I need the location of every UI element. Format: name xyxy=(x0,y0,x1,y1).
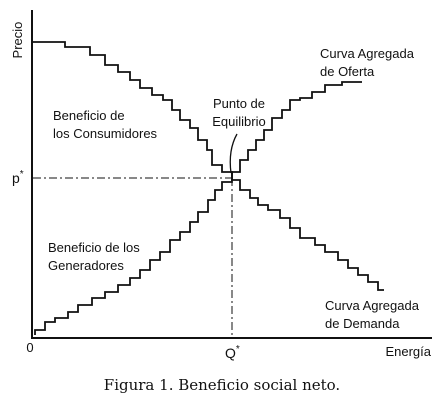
quantity-symbol: Q xyxy=(225,345,236,361)
price-sup: * xyxy=(20,169,24,180)
producer-label-1: Beneficio de los xyxy=(48,240,140,255)
equilibrium-label-1: Punto de xyxy=(213,96,265,111)
producer-label-2: Generadores xyxy=(48,258,124,273)
quantity-marker: Q* xyxy=(225,344,240,361)
consumer-label-1: Beneficio de xyxy=(53,108,125,123)
equilibrium-label-2: Equilibrio xyxy=(212,114,265,129)
origin-label: 0 xyxy=(26,340,33,355)
equilibrium-pointer xyxy=(229,133,238,174)
supply-label-1: Curva Agregada xyxy=(320,46,415,61)
caption: Figura 1. Beneficio social neto. xyxy=(104,376,340,394)
y-axis-label: Precio xyxy=(10,22,25,59)
consumer-label-2: los Consumidores xyxy=(53,126,158,141)
demand-label-1: Curva Agregada xyxy=(325,298,420,313)
x-axis-label: Energía xyxy=(385,344,431,359)
supply-label-2: de Oferta xyxy=(320,64,375,79)
demand-curve xyxy=(32,41,384,291)
price-symbol: p xyxy=(12,170,20,186)
quantity-sup: * xyxy=(236,344,240,355)
supply-curve xyxy=(34,81,362,335)
price-marker: p* xyxy=(12,169,24,186)
demand-label-2: de Demanda xyxy=(325,316,400,331)
